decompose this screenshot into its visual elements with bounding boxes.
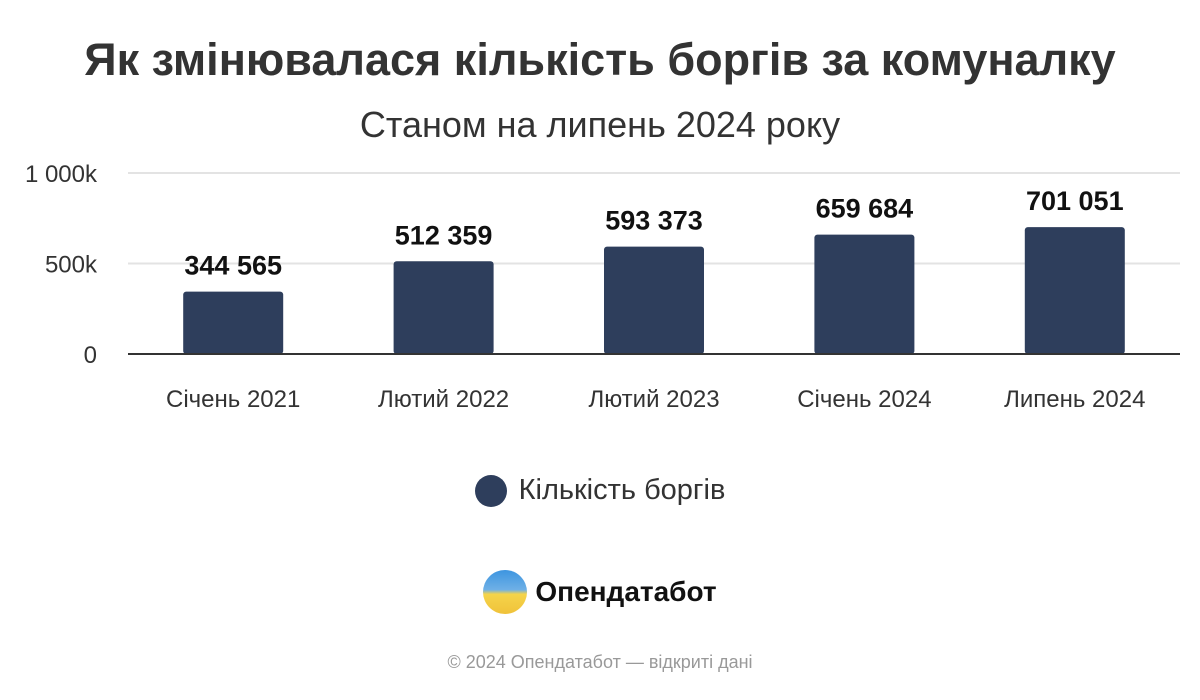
- legend-marker-icon: [474, 474, 507, 507]
- x-tick-label: Лютий 2023: [588, 386, 719, 413]
- legend-label: Кількість боргів: [518, 474, 726, 506]
- x-tick-label: Липень 2024: [1004, 386, 1145, 413]
- bar: [604, 246, 704, 354]
- bar: [183, 291, 284, 354]
- data-label: 512 359: [395, 220, 493, 250]
- data-label: 344 565: [184, 251, 282, 281]
- bar: [814, 234, 915, 354]
- brand: Опендатабот: [0, 570, 1200, 614]
- copyright-footer: © 2024 Опендатабот — відкриті дані: [447, 652, 753, 672]
- data-label: 701 051: [1026, 186, 1124, 216]
- bar: [1024, 227, 1125, 354]
- x-tick-label: Січень 2021: [166, 386, 300, 413]
- legend[interactable]: Кількість боргів: [0, 474, 1200, 507]
- brand-name: Опендатабот: [535, 576, 717, 607]
- opendatabot-logo-icon: [483, 570, 528, 614]
- data-label: 659 684: [816, 194, 914, 224]
- chart-title: Як змінювалася кількість боргів за комун…: [84, 34, 1116, 85]
- y-tick-label: 0: [84, 342, 97, 369]
- chart-subtitle: Станом на липень 2024 року: [359, 104, 841, 145]
- bar-chart: 0 500k 1 000k 344 565 Січень 2021 512 359 Люти…: [25, 161, 1180, 413]
- bar: [393, 261, 494, 354]
- x-tick-label: Лютий 2022: [378, 386, 509, 413]
- y-tick-label: 500k: [45, 252, 98, 279]
- x-tick-label: Січень 2024: [797, 386, 931, 413]
- y-tick-label: 1 000k: [25, 161, 98, 188]
- data-label: 593 373: [605, 206, 703, 236]
